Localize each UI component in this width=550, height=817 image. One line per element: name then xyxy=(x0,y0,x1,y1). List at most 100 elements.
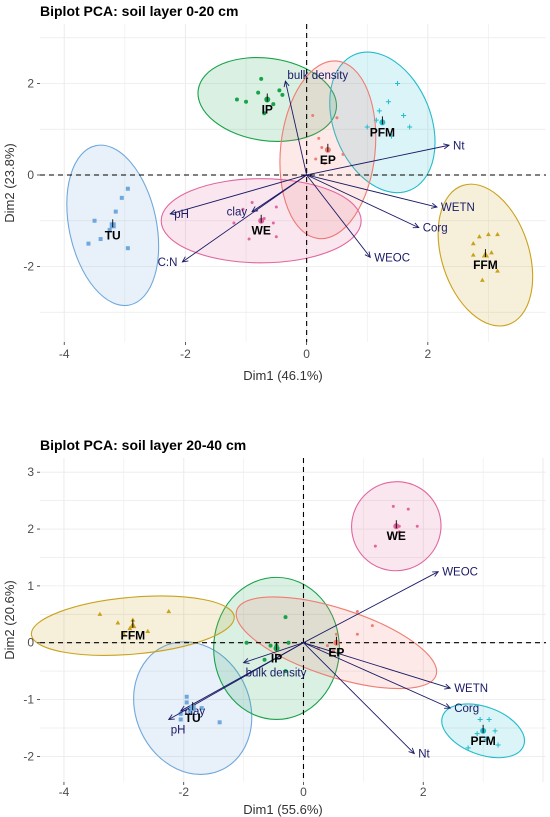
biplot-panel-2: Biplot PCA: soil layer 20-40 cm WEOC WETN C… xyxy=(2,437,546,817)
variable-arrow xyxy=(306,174,371,258)
group-label-ip: IP xyxy=(262,102,273,116)
x-tick-label: 0 xyxy=(300,785,307,799)
data-point-ffm xyxy=(486,231,491,237)
grid-lines xyxy=(40,458,546,782)
data-point-ep xyxy=(355,609,359,613)
data-point-pfm xyxy=(373,117,379,123)
arrow-head xyxy=(167,714,175,720)
data-point-tu xyxy=(98,237,103,242)
group-label-we: WE xyxy=(387,529,406,543)
data-point-we xyxy=(247,237,251,241)
data-point-tu xyxy=(217,720,222,725)
arrow-head xyxy=(443,143,451,150)
variable-arrow xyxy=(303,642,451,689)
arrow-head xyxy=(283,80,290,88)
arrow-head xyxy=(432,571,440,577)
data-point-pfm xyxy=(483,736,489,742)
data-point-ffm xyxy=(489,250,494,255)
data-point-ffm xyxy=(166,608,172,614)
data-point-pfm xyxy=(492,728,498,734)
arrow-head xyxy=(169,209,177,216)
variable-label: WEOC xyxy=(374,252,410,264)
variable-label: bulk density xyxy=(246,668,307,680)
data-point-pfm xyxy=(388,133,394,139)
group-label-pfm: PFM xyxy=(370,125,395,139)
data-point-we xyxy=(241,207,245,211)
data-point-pfm xyxy=(486,716,492,722)
variable-arrow xyxy=(284,81,308,176)
x-tick-label: 2 xyxy=(424,347,431,361)
variable-arrow xyxy=(243,642,304,664)
data-point-pfm xyxy=(395,80,401,86)
data-point-pfm xyxy=(401,113,407,119)
data-point-pfm xyxy=(376,108,382,114)
x-tick-label: -2 xyxy=(180,347,191,361)
grid-lines xyxy=(40,24,546,342)
y-tick-label: -2 xyxy=(23,749,34,763)
data-point-pfm xyxy=(385,99,391,105)
data-point-we xyxy=(373,544,377,548)
data-point-we xyxy=(271,221,275,225)
y-axis-label: Dim2 (23.8%) xyxy=(2,143,17,222)
data-point-ip xyxy=(277,88,282,93)
data-point-ep xyxy=(341,152,345,156)
variable-arrow xyxy=(182,174,307,263)
data-point-ip xyxy=(268,643,273,648)
variable-arrow xyxy=(306,144,450,176)
data-point-ffm xyxy=(470,252,476,257)
y-tick-label: 1 xyxy=(27,579,34,593)
group-label-pfm: PFM xyxy=(470,734,495,748)
variable-arrow xyxy=(306,174,438,208)
data-point-ip xyxy=(256,90,261,95)
data-point-ffm xyxy=(130,617,136,622)
data-point-ip xyxy=(244,99,249,104)
data-point-ep xyxy=(314,157,318,161)
variable-arrow xyxy=(303,642,451,709)
data-point-tu xyxy=(86,241,91,246)
group-label-ep: EP xyxy=(328,646,344,660)
data-point-we xyxy=(232,221,236,225)
data-point-ip xyxy=(262,657,267,662)
variable-label: Nt xyxy=(453,140,465,152)
data-point-we xyxy=(415,524,419,528)
data-point-ip xyxy=(271,102,276,107)
variable-label: WETN xyxy=(441,202,475,214)
data-point-we xyxy=(397,530,401,534)
x-axis-label: Dim1 (55.6%) xyxy=(243,802,322,817)
group-label-ffm: FFM xyxy=(473,258,498,272)
data-point-tu xyxy=(199,706,204,711)
data-point-ffm xyxy=(470,241,476,246)
arrow-head xyxy=(430,202,438,209)
variable-label: Nt xyxy=(418,749,430,761)
variable-arrow xyxy=(306,174,419,229)
data-point-ffm xyxy=(97,611,103,616)
data-point-tu xyxy=(119,195,124,200)
data-point-ip xyxy=(283,669,288,674)
y-tick-label: 2 xyxy=(27,76,34,90)
data-point-tu xyxy=(113,209,118,214)
x-tick-label: -4 xyxy=(59,785,70,799)
variable-label: clay xyxy=(227,207,248,219)
arrow-head xyxy=(444,683,452,690)
data-point-ip xyxy=(234,97,239,102)
data-point-pfm xyxy=(465,745,471,751)
y-tick-label: -2 xyxy=(23,260,34,274)
group-label-we: WE xyxy=(252,224,271,238)
data-point-tu xyxy=(178,711,183,716)
data-point-pfm xyxy=(477,716,483,722)
biplot-panel-1: Biplot PCA: soil layer 0-20 cm bulk densi… xyxy=(2,3,546,383)
data-point-ffm xyxy=(115,620,121,625)
data-point-tu xyxy=(184,694,189,699)
variable-label: Corg xyxy=(423,223,448,235)
data-point-ep xyxy=(334,632,338,636)
data-point-we xyxy=(274,235,278,239)
chart-title: Biplot PCA: soil layer 20-40 cm xyxy=(40,437,246,453)
data-point-ep xyxy=(335,116,339,120)
y-tick-label: -1 xyxy=(23,693,34,707)
variable-label: C:N xyxy=(158,257,178,269)
data-point-tu xyxy=(92,218,97,223)
y-tick-label: 3 xyxy=(27,465,34,479)
arrow-head xyxy=(251,206,259,213)
arrow-head xyxy=(242,658,250,664)
